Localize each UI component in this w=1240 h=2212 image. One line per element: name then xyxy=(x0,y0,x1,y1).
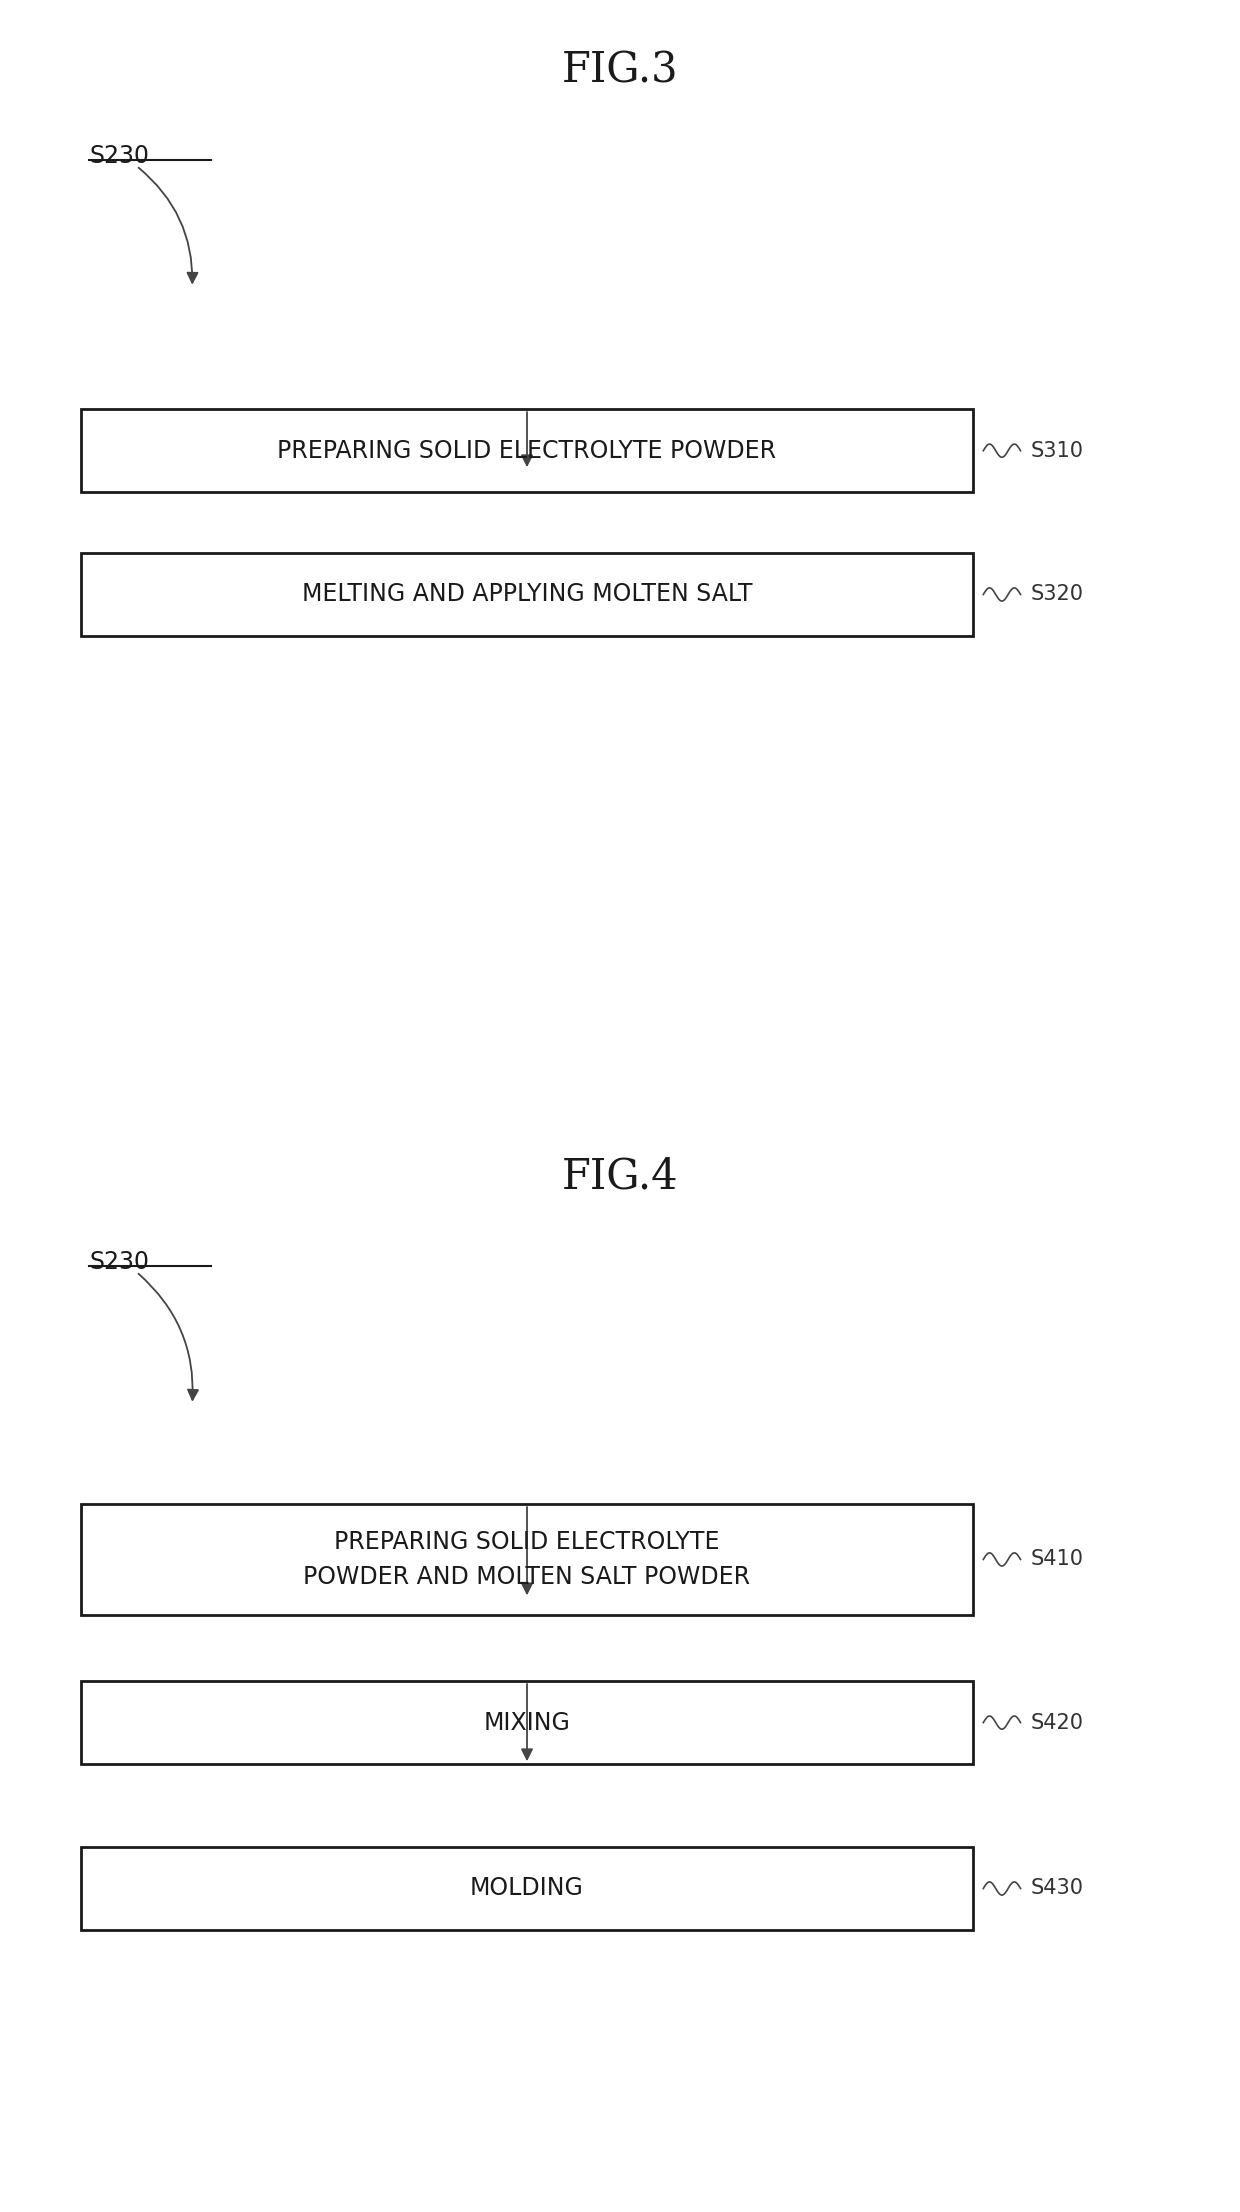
Bar xyxy=(81,553,973,637)
Text: S430: S430 xyxy=(1030,1878,1084,1898)
Text: S420: S420 xyxy=(1030,1712,1084,1732)
Text: MELTING AND APPLYING MOLTEN SALT: MELTING AND APPLYING MOLTEN SALT xyxy=(301,582,753,606)
Text: S310: S310 xyxy=(1030,440,1084,460)
Text: FIG.3: FIG.3 xyxy=(562,51,678,91)
Bar xyxy=(81,1681,973,1765)
Text: S230: S230 xyxy=(89,144,149,168)
Text: MIXING: MIXING xyxy=(484,1710,570,1734)
Text: PREPARING SOLID ELECTROLYTE
POWDER AND MOLTEN SALT POWDER: PREPARING SOLID ELECTROLYTE POWDER AND M… xyxy=(304,1531,750,1588)
Text: S320: S320 xyxy=(1030,584,1084,604)
Text: FIG.4: FIG.4 xyxy=(562,1155,678,1197)
Text: MOLDING: MOLDING xyxy=(470,1876,584,1900)
Bar xyxy=(81,409,973,493)
Bar xyxy=(81,1504,973,1615)
Bar xyxy=(81,1847,973,1929)
Text: PREPARING SOLID ELECTROLYTE POWDER: PREPARING SOLID ELECTROLYTE POWDER xyxy=(278,438,776,462)
Text: S230: S230 xyxy=(89,1250,149,1274)
Text: S410: S410 xyxy=(1030,1548,1084,1571)
